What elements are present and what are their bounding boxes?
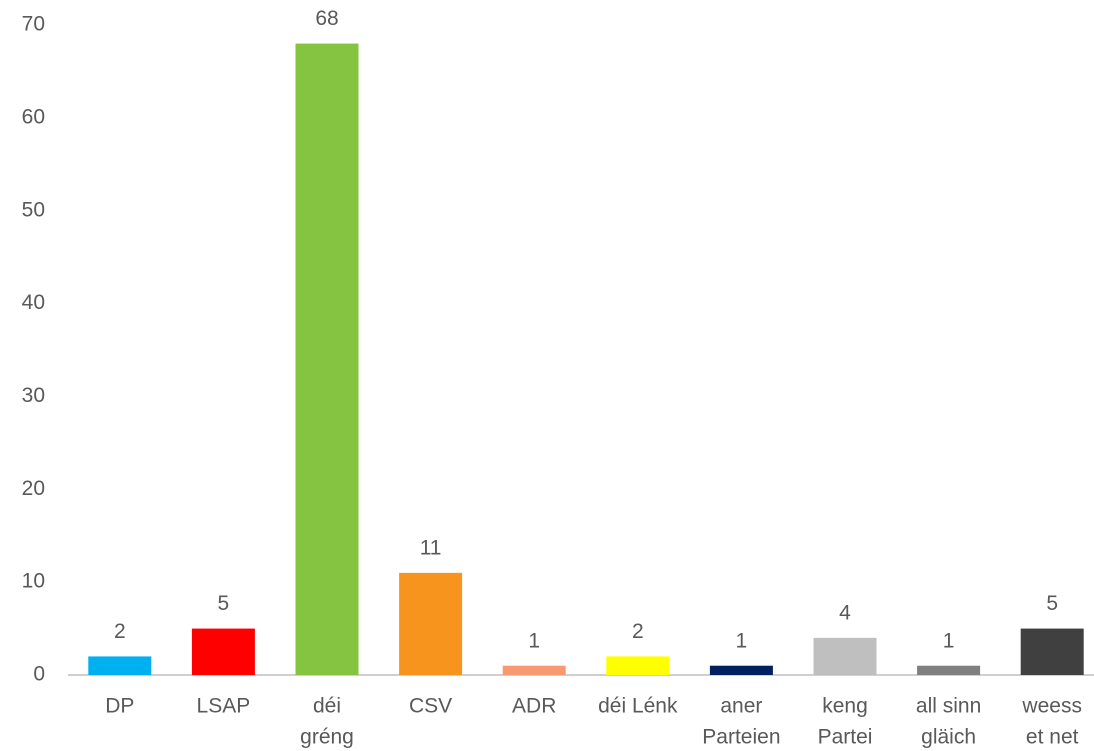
x-tick-label: Parteien bbox=[702, 726, 780, 749]
value-label: 5 bbox=[1046, 592, 1058, 615]
bar bbox=[88, 656, 152, 675]
x-tick-label: LSAP bbox=[197, 695, 251, 718]
bar bbox=[399, 572, 463, 675]
bar bbox=[191, 628, 255, 675]
value-label: 11 bbox=[420, 536, 442, 559]
bar bbox=[295, 43, 359, 676]
bar bbox=[709, 665, 773, 675]
x-tick-label: keng bbox=[822, 695, 868, 718]
x-tick-label: weess bbox=[1021, 695, 1082, 718]
value-label: 68 bbox=[315, 7, 338, 30]
value-label: 4 bbox=[839, 601, 851, 624]
value-label: 2 bbox=[114, 620, 126, 643]
x-tick-label: déi bbox=[313, 695, 341, 718]
bar bbox=[813, 637, 877, 675]
value-label: 5 bbox=[218, 592, 230, 615]
value-label: 1 bbox=[736, 629, 748, 652]
x-tick-label: aner bbox=[720, 695, 762, 718]
bar bbox=[1020, 628, 1084, 675]
y-tick-label: 20 bbox=[22, 477, 45, 500]
x-tick-label: gréng bbox=[300, 726, 354, 749]
y-tick-label: 50 bbox=[22, 198, 45, 221]
bar bbox=[502, 665, 566, 675]
value-label: 1 bbox=[943, 629, 955, 652]
x-tick-label: ADR bbox=[512, 695, 556, 718]
y-tick-label: 30 bbox=[22, 384, 45, 407]
y-tick-label: 40 bbox=[22, 291, 45, 314]
x-tick-label: déi Lénk bbox=[598, 695, 678, 718]
bar bbox=[606, 656, 670, 675]
x-tick-label: DP bbox=[105, 695, 134, 718]
y-tick-label: 70 bbox=[22, 13, 45, 36]
x-tick-label: all sinn bbox=[916, 695, 981, 718]
y-tick-label: 60 bbox=[22, 105, 45, 128]
x-tick-label: CSV bbox=[409, 695, 452, 718]
bar bbox=[917, 665, 981, 675]
x-tick-label: et net bbox=[1026, 726, 1079, 749]
x-tick-label: gläich bbox=[921, 726, 976, 749]
value-label: 1 bbox=[528, 629, 540, 652]
y-tick-label: 0 bbox=[33, 663, 45, 686]
y-tick-label: 10 bbox=[22, 570, 45, 593]
x-tick-label: Partei bbox=[818, 726, 873, 749]
value-label: 2 bbox=[632, 620, 644, 643]
